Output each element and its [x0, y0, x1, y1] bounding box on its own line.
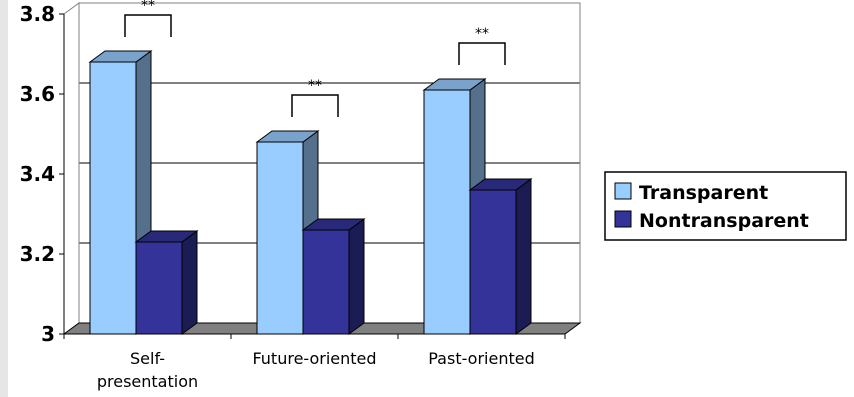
y-axis: 3 3.2 3.4 3.6 3.8 [20, 2, 65, 346]
significance-label: ** [308, 78, 322, 94]
bracket-line [458, 42, 506, 65]
legend-label-transparent: Transparent [639, 182, 768, 204]
legend-swatch-nontransparent [614, 210, 632, 228]
significance-bracket: ** [458, 26, 506, 65]
legend-box [604, 171, 847, 241]
significance-bracket: ** [291, 78, 339, 117]
y-tick-label: 3.8 [20, 2, 55, 26]
bar-front [423, 89, 471, 335]
bar-side [181, 230, 198, 335]
legend: Transparent Nontransparent [604, 171, 847, 241]
bar-transparent-3 [422, 78, 487, 335]
x-axis: Self-presentation Future-oriented Past-ori… [63, 333, 566, 391]
bar-front [89, 61, 137, 335]
bracket-line [124, 14, 172, 37]
bar-nontransparent-1 [134, 230, 199, 335]
significance-label: ** [141, 0, 155, 14]
y-tick-label: 3.2 [20, 242, 55, 266]
bar-nontransparent-2 [301, 218, 366, 335]
bracket-line [291, 94, 339, 117]
bar-side [515, 178, 532, 335]
bar-front [302, 229, 350, 335]
bar-side [348, 218, 365, 335]
significance-bracket: ** [124, 0, 172, 37]
bar-nontransparent-3 [468, 178, 533, 335]
left-edge-shade [0, 0, 8, 397]
bar-front [469, 189, 517, 335]
legend-label-nontransparent: Nontransparent [639, 210, 809, 232]
y-tick-label: 3.4 [20, 162, 55, 186]
y-tick-label: 3.6 [20, 82, 55, 106]
bar-front [256, 141, 304, 335]
y-tick-label: 3 [41, 322, 55, 346]
plot-area: ** ** ** [62, 0, 582, 335]
bar-front [135, 241, 183, 335]
significance-label: ** [475, 26, 489, 42]
x-tick-label: Future-oriented [252, 349, 376, 368]
legend-swatch-transparent [614, 182, 632, 200]
x-tick-label: Past-oriented [428, 349, 534, 368]
side-wall [63, 2, 80, 335]
x-tick-label: Self-presentation [97, 349, 198, 391]
